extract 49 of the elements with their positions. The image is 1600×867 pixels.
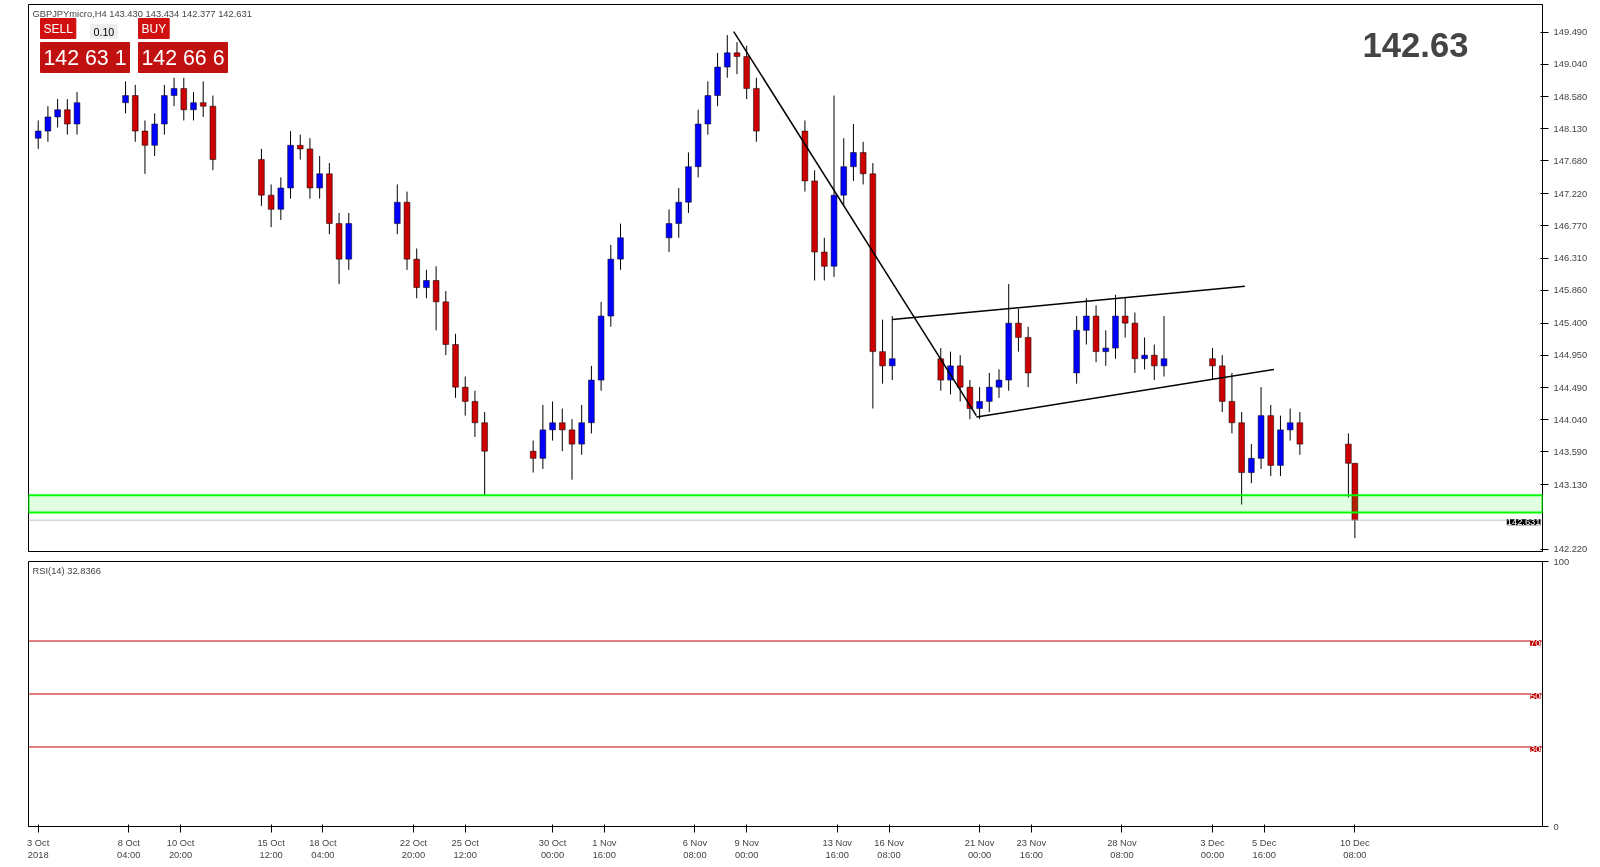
y-tick-label: 144.040	[1553, 414, 1588, 425]
annotation: 0.10	[93, 25, 115, 38]
y-tick-label: 146.310	[1553, 253, 1588, 264]
ref-line-label: 30	[1530, 744, 1541, 754]
x-tick-label: 10 Oct 20:00	[166, 837, 195, 860]
y-tick-label: 147.220	[1553, 188, 1588, 199]
y-tick-label: 145.860	[1553, 285, 1588, 296]
annotation: 142 63 1	[43, 45, 127, 70]
x-tick-label: 6 Nov 08:00	[682, 837, 708, 860]
x-tick-label: 9 Nov 00:00	[734, 837, 760, 860]
x-tick-label: 5 Dec 16:00	[1252, 837, 1277, 860]
x-tick-label: 18 Oct 04:00	[309, 837, 338, 860]
y-tick-label: 146.770	[1553, 220, 1588, 231]
x-tick-label: 23 Nov 16:00	[1016, 837, 1047, 860]
x-tick-label: 1 Nov 16:00	[592, 837, 617, 860]
ref-line-label: 142.631	[1506, 517, 1541, 528]
x-tick-label: 8 Oct 04:00	[117, 837, 141, 860]
y-tick-label: 148.130	[1553, 123, 1588, 134]
y-tick-label: 143.590	[1553, 446, 1588, 457]
y-tick-label: 144.490	[1553, 382, 1588, 393]
x-tick-label: 25 Oct 12:00	[451, 837, 480, 860]
x-tick-label: 3 Oct 2018	[27, 837, 50, 860]
x-tick-label: 15 Oct 12:00	[257, 837, 286, 860]
annotation: SELL	[43, 21, 74, 36]
x-tick-label: 3 Dec 00:00	[1200, 837, 1226, 860]
y-tick-label: 144.950	[1553, 350, 1588, 361]
y-tick-label: 148.580	[1553, 91, 1588, 102]
y-tick-label: 100	[1553, 556, 1570, 567]
y-tick-label: 0	[1553, 821, 1559, 832]
y-tick-label: 145.400	[1553, 318, 1588, 329]
y-tick-label: 142.220	[1553, 544, 1588, 555]
annotation: 142 66 6	[141, 45, 225, 70]
ref-line-label: 70	[1530, 638, 1541, 648]
x-tick-label: 13 Nov 16:00	[822, 837, 853, 860]
ref-line-label: 50	[1530, 691, 1541, 701]
x-tick-label: 10 Dec 08:00	[1340, 837, 1370, 860]
annotation: 142.63	[1362, 25, 1469, 64]
y-tick-label: 149.490	[1553, 27, 1588, 38]
y-tick-label: 143.130	[1553, 479, 1588, 490]
x-tick-label: 30 Oct 00:00	[538, 837, 567, 860]
chart-title: GBPJPYmicro,H4 143.430 143.434 142.377 142.631	[32, 8, 252, 19]
x-tick-label: 16 Nov 08:00	[874, 837, 905, 860]
x-tick-label: 28 Nov 08:00	[1107, 837, 1138, 860]
chart-title: RSI(14) 32.8366	[32, 565, 101, 576]
x-tick-label: 21 Nov 00:00	[964, 837, 995, 860]
y-tick-label: 149.040	[1553, 59, 1588, 70]
y-tick-label: 147.680	[1553, 155, 1588, 166]
annotation: BUY	[141, 21, 167, 36]
x-tick-label: 22 Oct 20:00	[399, 837, 428, 860]
